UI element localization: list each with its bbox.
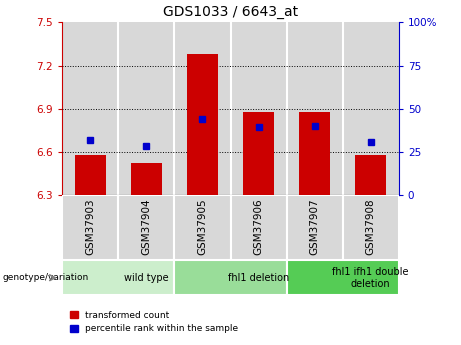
Text: GSM37905: GSM37905 [197,198,207,255]
Text: fhl1 deletion: fhl1 deletion [228,273,289,283]
Text: fhl1 ifh1 double
deletion: fhl1 ifh1 double deletion [332,267,409,288]
Text: genotype/variation: genotype/variation [2,273,89,282]
Bar [174,195,230,260]
Title: GDS1033 / 6643_at: GDS1033 / 6643_at [163,4,298,19]
Bar [174,22,230,195]
Bar [118,22,174,195]
Text: GSM37907: GSM37907 [310,198,319,255]
Text: GSM37908: GSM37908 [366,198,376,255]
Bar [187,54,218,195]
Bar [243,111,274,195]
Text: wild type: wild type [124,273,169,283]
Bar [299,111,330,195]
Bar [118,195,174,260]
Bar [131,163,162,195]
Bar [287,22,343,195]
Bar [287,195,343,260]
Bar [62,260,174,295]
Text: GSM37906: GSM37906 [254,198,264,255]
Bar [62,22,118,195]
Bar [174,260,287,295]
Text: GSM37904: GSM37904 [142,198,151,255]
Bar [230,22,287,195]
Bar [355,155,386,195]
Bar [75,155,106,195]
Legend: transformed count, percentile rank within the sample: transformed count, percentile rank withi… [67,307,242,337]
Bar [287,260,399,295]
Bar [343,22,399,195]
Bar [343,195,399,260]
Bar [230,195,287,260]
Bar [62,195,118,260]
Text: GSM37903: GSM37903 [85,198,95,255]
